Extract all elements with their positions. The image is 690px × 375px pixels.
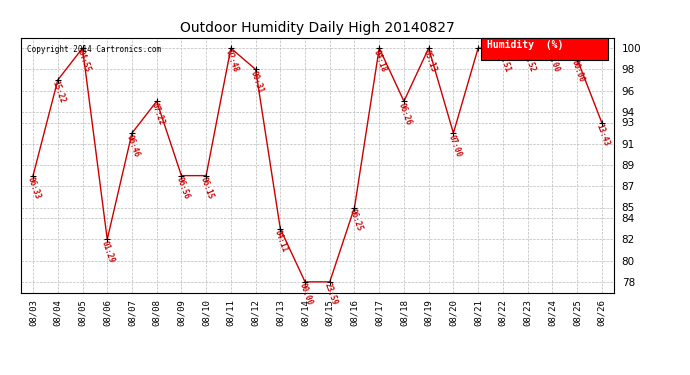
Text: 04:18: 04:18 [372,48,388,73]
Text: 04:11: 04:11 [273,229,290,254]
Text: 15:22: 15:22 [50,80,67,105]
Text: 13:51: 13:51 [495,48,512,73]
Text: 01:29: 01:29 [100,239,117,264]
Text: Humidity  (%): Humidity (%) [486,40,563,50]
Text: 05:13: 05:13 [422,48,438,73]
Text: 06:15: 06:15 [199,176,215,200]
Text: 06:56: 06:56 [174,176,190,200]
Text: 07:22: 07:22 [150,101,166,126]
Text: 00:00: 00:00 [570,59,586,84]
Text: 06:26: 06:26 [397,101,413,126]
Text: 00:31: 00:31 [248,69,265,94]
Text: 06:25: 06:25 [347,207,364,232]
Text: 07:00: 07:00 [446,133,462,158]
Text: 23:59: 23:59 [322,282,339,307]
Text: 04:55: 04:55 [75,48,92,73]
Text: 13:43: 13:43 [595,123,611,147]
Text: 00:00: 00:00 [545,48,562,73]
Text: 06:33: 06:33 [26,176,42,200]
Text: 02:48: 02:48 [224,48,240,73]
Text: 06:46: 06:46 [125,133,141,158]
Text: Copyright 2014 Cartronics.com: Copyright 2014 Cartronics.com [27,45,161,54]
FancyBboxPatch shape [480,38,608,60]
Title: Outdoor Humidity Daily High 20140827: Outdoor Humidity Daily High 20140827 [180,21,455,35]
Text: 01:52: 01:52 [520,48,537,73]
Text: 00:00: 00:00 [298,282,314,307]
